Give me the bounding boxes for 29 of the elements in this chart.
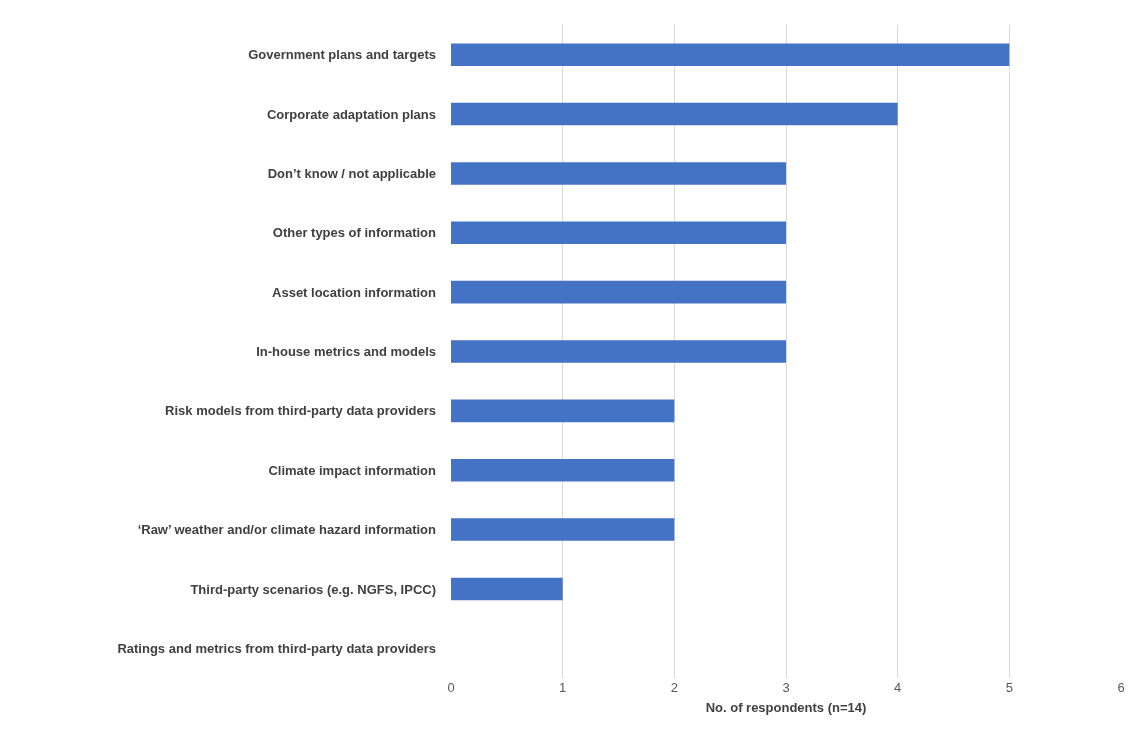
bar (451, 221, 786, 245)
bar (451, 43, 1010, 66)
bar (451, 577, 563, 601)
x-tick-label: 6 (1117, 680, 1125, 695)
bar (451, 280, 786, 304)
y-tick-label: Government plans and targets (248, 47, 436, 63)
x-tick-label: 1 (559, 680, 567, 695)
x-tick-label: 0 (447, 680, 455, 695)
y-tick-label: In-house metrics and models (256, 344, 436, 360)
x-tick-label: 4 (894, 680, 902, 695)
bar (451, 102, 898, 126)
bar (451, 518, 675, 541)
y-tick-label: Other types of information (272, 225, 437, 241)
y-tick-label: Ratings and metrics from third-party data providers (117, 640, 436, 656)
y-tick-label: Climate impact information (268, 462, 437, 478)
bar (451, 399, 675, 423)
x-axis-title: No. of respondents (n=14) (705, 699, 867, 715)
y-tick-label: Asset location information (272, 284, 437, 300)
x-tick-label: 3 (782, 680, 790, 695)
y-tick-label: Corporate adaptation plans (266, 106, 436, 122)
y-tick-label: Third-party scenarios (e.g. NGFS, IPCC) (190, 581, 436, 597)
x-tick-label: 2 (670, 680, 678, 695)
bar (451, 458, 675, 482)
x-tick-label: 5 (1005, 680, 1013, 695)
y-tick-label: Don’t know / not applicable (267, 165, 436, 181)
y-tick-label: ‘Raw’ weather and/or climate hazard information (137, 522, 437, 538)
bar (451, 340, 786, 363)
bar (451, 162, 786, 185)
y-tick-label: Risk models from third-party data providers (165, 403, 436, 419)
